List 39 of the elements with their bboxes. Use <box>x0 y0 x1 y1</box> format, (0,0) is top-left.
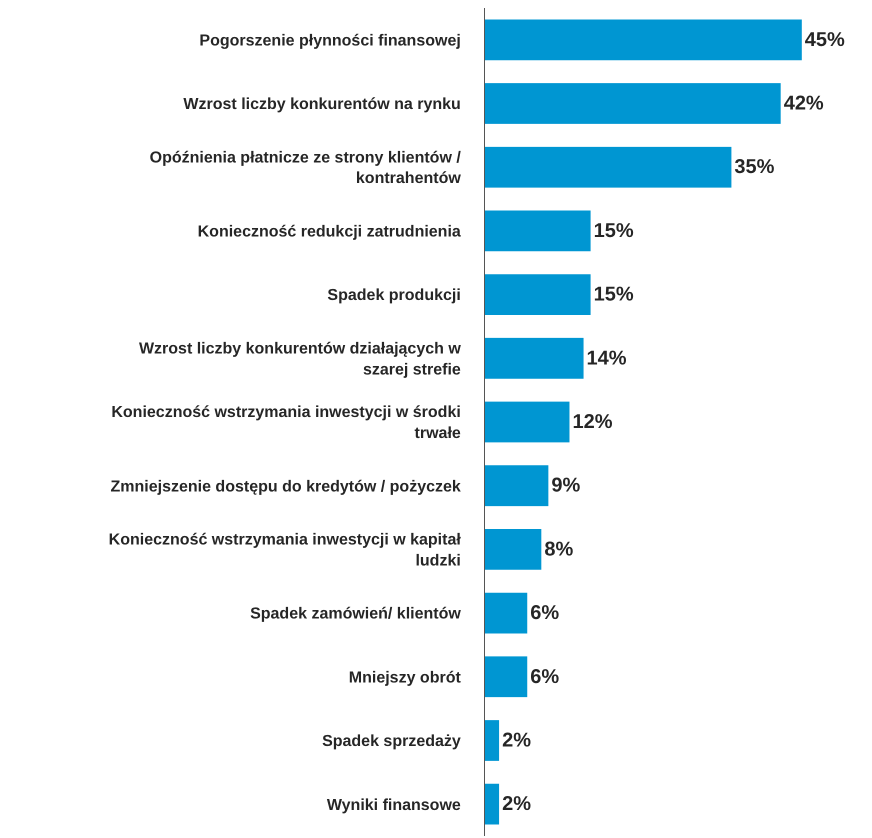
y-tick-label: Spadek produkcji <box>327 287 461 304</box>
bar <box>485 402 570 442</box>
bar <box>485 784 500 825</box>
data-label: 15% <box>594 284 634 306</box>
bar <box>485 592 528 634</box>
data-label: 2% <box>502 729 532 752</box>
y-tick-label: Mniejszy obrót <box>348 669 462 686</box>
y-tick-label: Zmniejszenie dostępu do kredytów / pożyczek <box>110 478 461 496</box>
data-label: 15% <box>594 220 634 242</box>
data-label: 8% <box>544 538 574 560</box>
data-label: 2% <box>502 793 532 816</box>
bar <box>485 465 548 506</box>
bar <box>485 529 542 570</box>
data-label: 35% <box>734 156 775 178</box>
bar <box>485 146 732 188</box>
data-label: 42% <box>784 92 824 115</box>
y-tick-label: Konieczność wstrzymania inwestycji w środki trwałe <box>111 404 461 442</box>
y-tick-label: Spadek zamówień/ klientów <box>250 606 462 623</box>
y-tick-label: Wyniki finansowe <box>326 796 461 814</box>
bar <box>485 656 528 698</box>
data-label: 9% <box>551 474 580 497</box>
bar <box>485 19 802 60</box>
bar <box>485 338 584 379</box>
y-tick-label: Konieczność wstrzymania inwestycji w kapitał ludzki <box>108 532 462 570</box>
bar <box>485 720 500 761</box>
y-tick-label: Konieczność redukcji zatrudnienia <box>198 224 461 241</box>
y-tick-label: Pogorszenie płynności finansowej <box>199 32 461 50</box>
bar <box>485 83 781 124</box>
bar <box>485 210 591 252</box>
data-label: 14% <box>586 347 627 370</box>
bar <box>485 274 591 315</box>
y-tick-label: Opóźnienia płatnicze ze strony klientów / kontrahentów <box>150 149 462 188</box>
data-label: 12% <box>572 411 613 433</box>
data-label: 6% <box>530 602 560 624</box>
y-tick-label: Wzrost liczby konkurentów działających w szarej strefie <box>138 340 462 378</box>
data-label: 6% <box>530 666 560 688</box>
y-tick-label: Wzrost liczby konkurentów na rynku <box>183 96 461 114</box>
y-tick-label: Spadek sprzedaży <box>322 733 461 750</box>
data-label: 45% <box>804 28 846 51</box>
